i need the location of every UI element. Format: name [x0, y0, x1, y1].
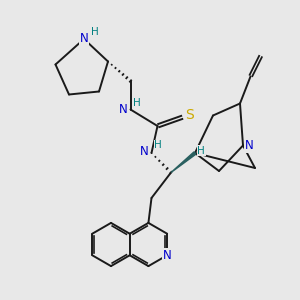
Text: S: S: [184, 108, 194, 122]
Polygon shape: [171, 152, 196, 172]
Text: N: N: [140, 145, 149, 158]
Text: H: H: [154, 140, 162, 151]
Text: H: H: [134, 98, 141, 109]
Text: H: H: [91, 27, 98, 38]
Text: N: N: [80, 32, 88, 45]
Text: H: H: [197, 146, 205, 156]
Text: N: N: [245, 139, 254, 152]
Text: N: N: [163, 249, 172, 262]
Text: N: N: [119, 103, 128, 116]
